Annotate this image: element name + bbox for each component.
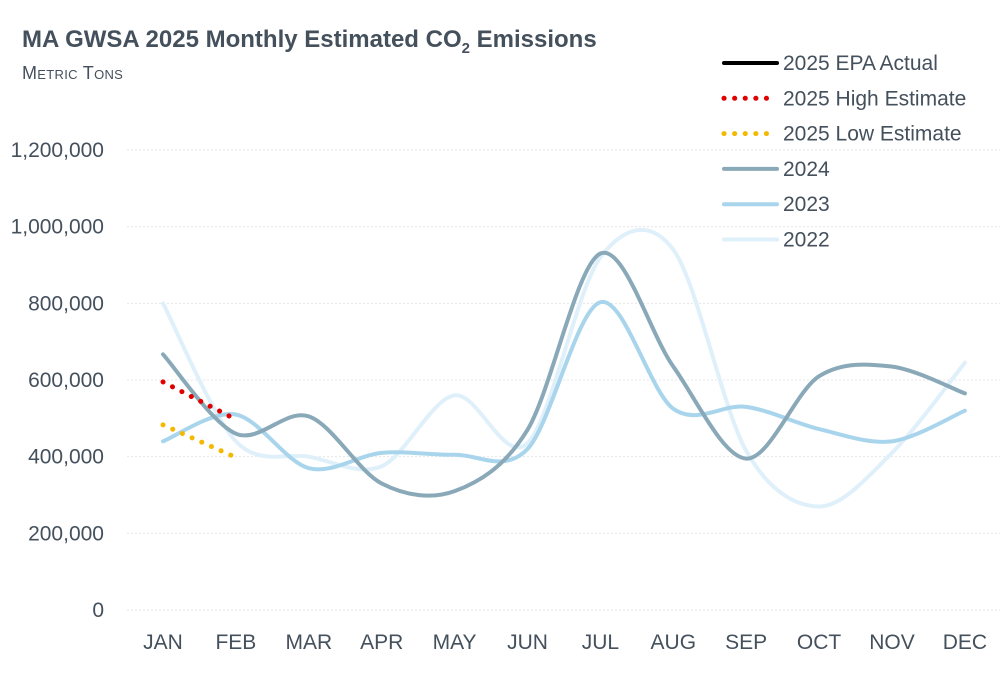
series-2022 — [161, 227, 967, 509]
line-2025-high-estimate — [160, 379, 239, 422]
x-tick-label: DEC — [943, 631, 987, 654]
legend-item-2023: 2023 — [722, 193, 830, 216]
series-lines — [160, 227, 967, 509]
y-tick-label: 1,000,000 — [11, 216, 104, 239]
x-tick-label: FEB — [215, 631, 256, 654]
legend-item-2025-epa-actual: 2025 EPA Actual — [722, 52, 938, 75]
legend: 2025 EPA Actual 2025 High Estimate 2025 Lo… — [721, 52, 966, 252]
x-tick-label: MAY — [433, 631, 477, 654]
x-tick-label: JUN — [507, 631, 548, 654]
y-tick-label: 600,000 — [28, 369, 104, 392]
legend-item-2024: 2024 — [722, 158, 830, 181]
x-tick-label: JUL — [582, 631, 619, 654]
legend-item-2022: 2022 — [722, 229, 830, 252]
series-2025-high-estimate — [160, 379, 239, 422]
chart-subtitle: Metric Tons — [22, 63, 124, 83]
x-tick-label: OCT — [797, 631, 842, 654]
y-tick-label: 0 — [92, 599, 104, 622]
legend-label: 2025 Low Estimate — [783, 123, 962, 146]
y-tick-label: 400,000 — [28, 446, 104, 469]
series-2024 — [161, 250, 967, 498]
x-tick-label: NOV — [869, 631, 915, 654]
series-2025-low-estimate — [160, 422, 239, 460]
x-tick-label: JAN — [143, 631, 183, 654]
x-tick-label: MAR — [285, 631, 332, 654]
y-tick-label: 1,200,000 — [11, 139, 104, 162]
x-tick-label: AUG — [651, 631, 697, 654]
legend-label: 2024 — [783, 158, 830, 181]
line-2022 — [161, 227, 967, 509]
x-tick-label: SEP — [725, 631, 767, 654]
legend-item-2025-low-estimate: 2025 Low Estimate — [721, 123, 962, 146]
grid — [127, 149, 1000, 611]
legend-label: 2023 — [783, 193, 830, 216]
line-2023 — [161, 300, 967, 472]
x-tick-label: APR — [360, 631, 403, 654]
legend-label: 2022 — [783, 229, 830, 252]
legend-label: 2025 High Estimate — [783, 87, 966, 110]
y-tick-label: 200,000 — [28, 522, 104, 545]
axes: 0 200,000 400,000 600,000 800,000 1,000,000 1,… — [11, 139, 988, 654]
line-2024 — [161, 250, 967, 498]
line-2025-low-estimate — [160, 422, 239, 460]
series-2023 — [161, 300, 967, 472]
legend-item-2025-high-estimate: 2025 High Estimate — [721, 87, 966, 110]
chart-title: MA GWSA 2025 Monthly Estimated CO2 Emiss… — [22, 26, 597, 57]
legend-label: 2025 EPA Actual — [783, 52, 938, 75]
y-tick-label: 800,000 — [28, 292, 104, 315]
